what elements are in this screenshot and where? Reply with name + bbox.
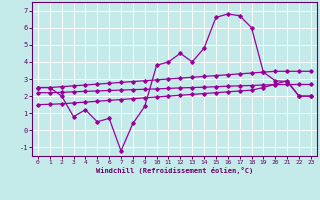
X-axis label: Windchill (Refroidissement éolien,°C): Windchill (Refroidissement éolien,°C) [96, 167, 253, 174]
